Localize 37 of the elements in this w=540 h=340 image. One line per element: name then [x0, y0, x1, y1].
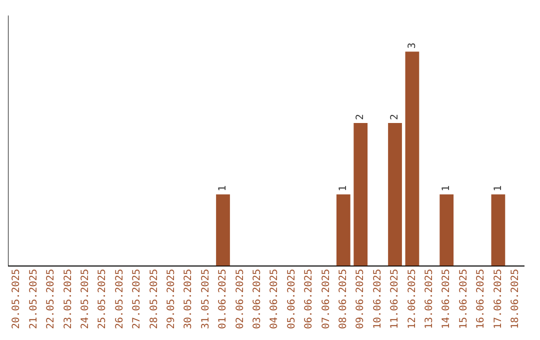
x-tick-label: 10.06.2025 — [372, 268, 384, 330]
x-tick-label: 14.06.2025 — [441, 268, 452, 330]
x-tick-label: 27.05.2025 — [132, 268, 143, 330]
data-label: 2 — [390, 114, 401, 120]
x-tick-label: 08.06.2025 — [338, 268, 349, 330]
x-tick-label: 16.06.2025 — [476, 268, 487, 330]
x-tick-label: 13.06.2025 — [424, 268, 435, 330]
data-label: 3 — [406, 42, 418, 49]
x-tick-label: 20.05.2025 — [11, 268, 22, 330]
data-label: 1 — [441, 185, 452, 192]
x-tick-label: 04.06.2025 — [269, 268, 280, 330]
x-tick-label: 30.05.2025 — [183, 268, 194, 330]
x-tick-label: 18.06.2025 — [510, 268, 521, 330]
x-tick-label: 23.05.2025 — [62, 268, 74, 330]
x-tick-label: 05.06.2025 — [286, 268, 298, 330]
x-tick-label: 25.05.2025 — [97, 268, 108, 330]
x-tick-label: 07.06.2025 — [320, 268, 332, 330]
x-tick-label: 21.05.2025 — [28, 268, 40, 330]
x-tick-label: 15.06.2025 — [458, 268, 470, 330]
data-label: 1 — [218, 185, 229, 192]
x-tick-label: 26.05.2025 — [114, 268, 126, 330]
x-tick-label: 28.05.2025 — [148, 268, 160, 330]
x-tick-label: 02.06.2025 — [234, 268, 246, 330]
x-tick-label: 24.05.2025 — [80, 268, 91, 330]
x-tick-label: 06.06.2025 — [304, 268, 315, 330]
x-tick-label: 22.05.2025 — [46, 268, 57, 330]
data-label: 2 — [355, 114, 366, 120]
x-tick-label: 31.05.2025 — [200, 268, 212, 330]
x-tick-label: 09.06.2025 — [355, 268, 366, 330]
x-tick-label: 29.05.2025 — [166, 268, 177, 330]
x-tick-label: 01.06.2025 — [218, 268, 229, 330]
x-tick-label: 11.06.2025 — [390, 268, 401, 330]
data-label: 1 — [492, 185, 504, 192]
data-label: 1 — [338, 185, 349, 192]
x-tick-label: 12.06.2025 — [406, 268, 418, 330]
x-tick-label: 03.06.2025 — [252, 268, 263, 330]
x-tick-label: 17.06.2025 — [492, 268, 504, 330]
